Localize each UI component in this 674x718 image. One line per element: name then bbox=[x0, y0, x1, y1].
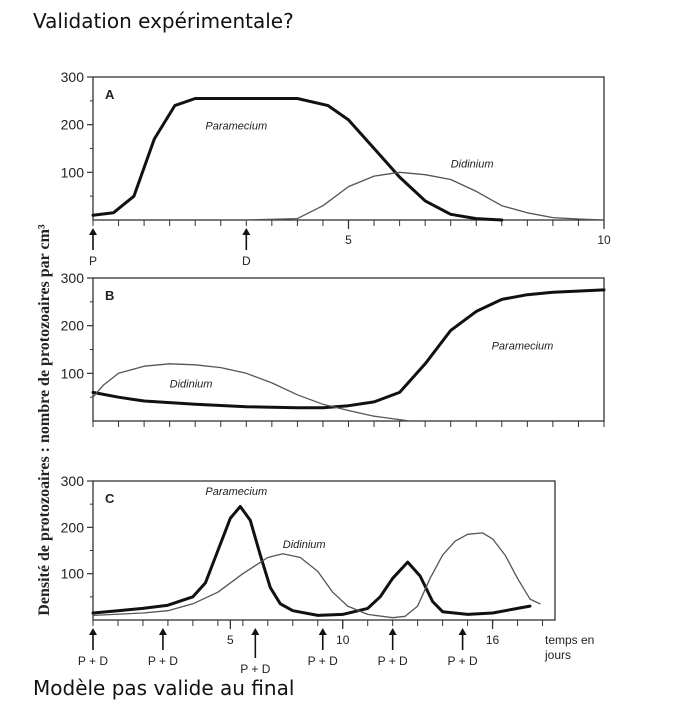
y-tick-label: 300 bbox=[61, 270, 85, 286]
series-line-paramecium bbox=[91, 97, 504, 222]
panel-letter: A bbox=[105, 87, 115, 102]
series-line-paramecium bbox=[91, 505, 532, 617]
intro-arrow-head bbox=[89, 228, 97, 235]
page-heading: Validation expérimentale? bbox=[33, 9, 294, 33]
page-footer: Modèle pas valide au final bbox=[33, 676, 295, 700]
panel-frame bbox=[92, 76, 605, 221]
intro-arrow-head bbox=[251, 628, 260, 635]
series-label-didinium: Didinium bbox=[170, 379, 213, 391]
panel-letter: B bbox=[105, 288, 114, 303]
panel-letter: C bbox=[105, 491, 115, 506]
intro-label: D bbox=[242, 254, 251, 268]
x-tick-label: 16 bbox=[486, 633, 500, 647]
intro-label: P + D bbox=[240, 662, 270, 676]
x-tick-label: 5 bbox=[345, 233, 352, 247]
intro-label: P + D bbox=[448, 654, 478, 668]
series-label-paramecium: Paramecium bbox=[492, 341, 554, 353]
y-tick-label: 300 bbox=[61, 69, 85, 85]
y-tick-label: 300 bbox=[61, 473, 85, 489]
intro-arrow-head bbox=[458, 628, 467, 635]
intro-arrow-head bbox=[242, 228, 251, 235]
intro-label: P bbox=[89, 254, 97, 268]
y-tick-label: 200 bbox=[61, 519, 85, 535]
series-label-paramecium: Paramecium bbox=[205, 120, 267, 132]
intro-label: P + D bbox=[308, 654, 338, 668]
x-tick-label: 10 bbox=[597, 233, 611, 247]
series-line-didinium bbox=[92, 532, 541, 619]
x-axis-label: jours bbox=[544, 648, 571, 662]
intro-label: P + D bbox=[378, 654, 408, 668]
panel-b: B 100 200 300 Paramecium Didinium bbox=[61, 270, 606, 427]
series-line-didinium bbox=[245, 171, 605, 221]
intro-arrow-head bbox=[388, 628, 397, 635]
intro-arrow-head bbox=[318, 628, 327, 635]
intro-arrow-head bbox=[158, 628, 167, 635]
y-tick-label: 200 bbox=[61, 117, 85, 133]
y-tick-label: 100 bbox=[61, 365, 85, 381]
intro-label: P + D bbox=[78, 654, 108, 668]
y-tick-label: 100 bbox=[61, 164, 85, 180]
series-line-didinium bbox=[92, 363, 411, 422]
x-tick-label: 5 bbox=[227, 633, 234, 647]
series-line-paramecium bbox=[91, 288, 606, 410]
series-label-paramecium: Paramecium bbox=[205, 486, 267, 498]
panel-a: A 100 200 300 5 10 P D Paramecium Didinium bbox=[61, 69, 611, 268]
x-axis-label: temps en bbox=[545, 633, 594, 647]
series-label-didinium: Didinium bbox=[451, 159, 494, 171]
series-label-didinium: Didinium bbox=[283, 539, 326, 551]
intro-arrow-head bbox=[89, 628, 97, 635]
y-tick-label: 100 bbox=[61, 566, 85, 582]
y-axis-label: Densité de protozoaires : nombre de prot… bbox=[36, 224, 53, 616]
intro-label: P + D bbox=[148, 654, 178, 668]
x-tick-label: 10 bbox=[336, 633, 350, 647]
y-tick-label: 200 bbox=[61, 318, 85, 334]
